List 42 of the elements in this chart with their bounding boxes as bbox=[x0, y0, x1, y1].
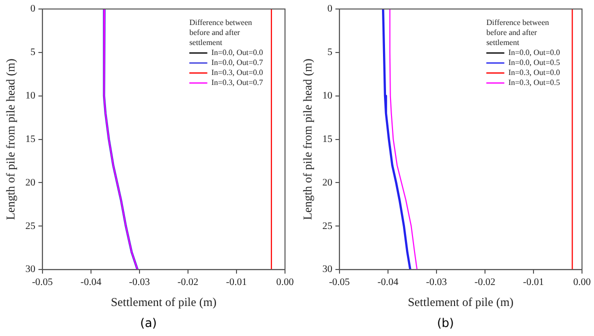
x-axis-title: Settlement of pile (m) bbox=[408, 294, 514, 309]
y-tick-label: 25 bbox=[25, 220, 36, 232]
legend-label: In=0.0, Out=0.0 bbox=[211, 48, 263, 58]
x-tick-label: -0.02 bbox=[474, 277, 496, 288]
legend-label: In=0.0, Out=0.5 bbox=[508, 58, 560, 68]
x-tick-label: -0.01 bbox=[523, 277, 544, 288]
legend-label: In=0.3, Out=0.7 bbox=[211, 78, 263, 88]
x-tick-label: -0.02 bbox=[178, 277, 198, 288]
y-tick-label: 25 bbox=[322, 220, 332, 232]
x-tick-label: -0.04 bbox=[80, 277, 102, 288]
legend-label: In=0.3, Out=0.0 bbox=[211, 68, 263, 78]
x-tick-label: -0.01 bbox=[226, 277, 247, 288]
y-axis-title: Length of pile from pile head (m) bbox=[3, 58, 18, 220]
x-tick-label: -0.03 bbox=[129, 277, 150, 288]
legend-title: Difference between before and after settlement bbox=[486, 18, 550, 48]
text: (a) bbox=[139, 316, 158, 330]
y-tick-label: 30 bbox=[25, 264, 36, 276]
legend-label: In=0.0, Out=0.7 bbox=[211, 58, 263, 68]
y-tick-label: 30 bbox=[322, 264, 332, 276]
y-tick-label: 20 bbox=[25, 177, 36, 188]
legend-title: Difference between before and after settlement bbox=[189, 18, 252, 48]
y-tick-label: 20 bbox=[322, 177, 332, 188]
legend-label: In=0.3, Out=0.0 bbox=[508, 68, 560, 78]
y-tick-label: 15 bbox=[25, 134, 36, 145]
y-axis-title: Length of pile from pile head (m) bbox=[300, 58, 314, 220]
legend-label: In=0.3, Out=0.5 bbox=[508, 78, 560, 88]
x-tick-label: -0.04 bbox=[378, 277, 398, 288]
y-tick-label: 15 bbox=[322, 134, 332, 145]
x-tick-label: 0.00 bbox=[573, 277, 591, 288]
x-tick-label: -0.05 bbox=[32, 277, 53, 288]
y-tick-label: 10 bbox=[25, 90, 36, 102]
x-tick-label: 0.00 bbox=[276, 277, 294, 288]
legend-label: In=0.0, Out=0.0 bbox=[508, 48, 560, 58]
y-tick-label: 0 bbox=[30, 4, 36, 15]
text: (b) bbox=[436, 316, 455, 330]
x-axis-title: Settlement of pile (m) bbox=[110, 294, 217, 309]
y-tick-label: 10 bbox=[322, 90, 332, 102]
y-tick-label: 0 bbox=[327, 4, 332, 15]
x-tick-label: -0.03 bbox=[426, 277, 447, 288]
y-tick-label: 5 bbox=[327, 47, 332, 58]
x-tick-label: -0.05 bbox=[328, 277, 350, 288]
y-tick-label: 5 bbox=[30, 47, 36, 58]
